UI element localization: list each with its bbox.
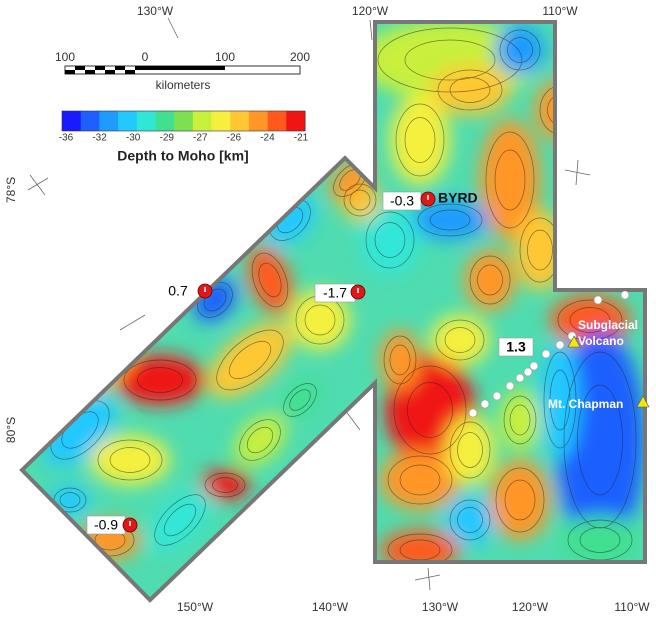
colorbar-tick-label: -21 — [294, 133, 309, 144]
colorbar-tick-label: -36 — [59, 133, 74, 144]
colorbar-swatch — [155, 111, 174, 131]
colorbar-tick-label: -30 — [126, 133, 141, 144]
seismic-station — [542, 350, 550, 358]
colorbar-swatch — [212, 111, 231, 131]
seismic-station — [556, 341, 564, 349]
seismic-station — [594, 296, 602, 304]
colorbar-title: Depth to Moho [km] — [117, 148, 248, 164]
seismic-station — [506, 382, 514, 390]
graticule-label: 130°W — [422, 600, 459, 614]
field-blob — [500, 390, 540, 450]
seismic-station — [530, 362, 538, 370]
scale-segment — [75, 66, 85, 70]
scale-segment — [65, 70, 75, 74]
station-name: BYRD — [438, 190, 478, 206]
scale-label: 100 — [215, 50, 235, 64]
seismic-station — [469, 409, 477, 417]
graticule-label: 80°S — [4, 417, 18, 443]
graticule-label: 140°W — [312, 600, 349, 614]
colorbar-tick-label: -24 — [260, 133, 275, 144]
seismic-station — [621, 291, 629, 299]
scale-segment — [115, 66, 125, 70]
station-value: 1.3 — [506, 339, 526, 355]
scale-label: 0 — [142, 50, 149, 64]
scale-label: 200 — [290, 50, 310, 64]
field-blob — [445, 495, 495, 545]
colorbar-swatch — [118, 111, 137, 131]
graticule-label: 120°W — [512, 600, 549, 614]
colorbar-swatch — [249, 111, 268, 131]
station-value: -0.9 — [94, 517, 118, 533]
field-blob — [515, 210, 565, 290]
colorbar-tick-label: -29 — [159, 133, 174, 144]
colorbar-swatch — [99, 111, 118, 131]
colorbar-tick-label: -26 — [227, 133, 242, 144]
graticule-label: 120°W — [352, 4, 389, 18]
scale-segment — [135, 66, 145, 70]
seismic-station — [516, 374, 524, 382]
field-blob — [410, 200, 490, 240]
field-blob — [430, 65, 510, 115]
colorbar-swatch — [137, 111, 156, 131]
seismic-station — [481, 400, 489, 408]
scale-segment — [125, 70, 135, 74]
station-value: -0.3 — [390, 193, 414, 209]
field-blob — [560, 515, 640, 565]
colorbar-swatch — [230, 111, 249, 131]
colorbar-swatch — [174, 111, 193, 131]
colorbar-swatch — [286, 111, 305, 131]
graticule-label: 150°W — [177, 600, 214, 614]
colorbar-tick-label: -27 — [193, 133, 208, 144]
field-blob — [90, 435, 170, 485]
graticule-label: 78°S — [4, 177, 18, 203]
field-blob — [445, 415, 495, 485]
field-blob — [380, 330, 420, 390]
graticule-label: 130°W — [137, 4, 174, 18]
seismic-station — [493, 392, 501, 400]
station-value: 0.7 — [168, 283, 188, 299]
field-blob — [50, 485, 90, 515]
field-blob — [115, 355, 205, 405]
map-figure: 100 0 100 200 kilometers -36 -32 -30 -29 -27 -26 -… — [0, 0, 656, 619]
feature-label: Subglacial — [578, 318, 638, 332]
graticule-label: 110°W — [614, 600, 650, 614]
scale-unit: kilometers — [156, 78, 211, 92]
scale-segment — [105, 70, 115, 74]
field-blob — [390, 95, 450, 185]
scale-segment — [145, 66, 225, 70]
contour-line — [77, 337, 123, 383]
feature-label: Volcano — [578, 334, 624, 348]
field-blob — [535, 80, 585, 140]
colorbar-swatch — [193, 111, 212, 131]
colorbar-tick-label: -32 — [92, 133, 107, 144]
scale-segment — [85, 70, 95, 74]
field-blob — [430, 315, 490, 365]
colorbar-swatch — [81, 111, 100, 131]
field-blob — [465, 250, 515, 310]
graticule-label: 110°W — [542, 4, 578, 18]
field-blob — [490, 460, 550, 540]
scale-segment — [95, 66, 105, 70]
colorbar-swatch — [268, 111, 287, 131]
scale-label: 100 — [55, 50, 75, 64]
feature-label: Mt. Chapman — [548, 397, 623, 411]
station-value: -1.7 — [323, 285, 347, 301]
seismic-station — [524, 368, 532, 376]
colorbar-swatch — [62, 111, 81, 131]
